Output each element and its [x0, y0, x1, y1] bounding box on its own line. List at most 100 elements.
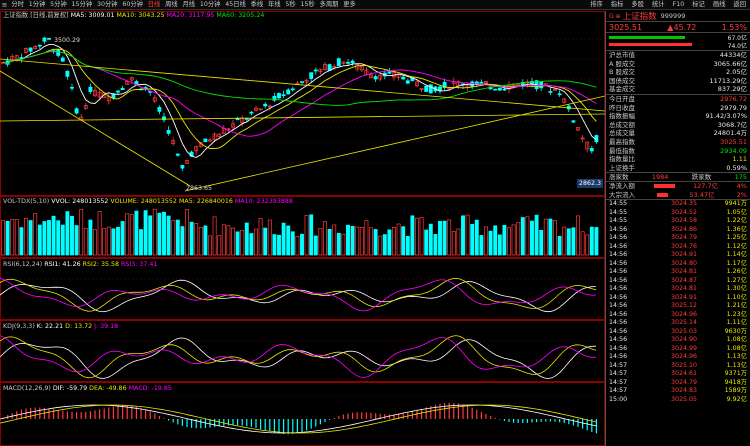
- fund-flows: 净流入额 127.7亿 4% 大宗流入 53.47亿 2%: [606, 180, 750, 200]
- period-tab-13[interactable]: 5秒: [285, 0, 296, 8]
- volume-bar: [415, 217, 419, 256]
- down-count: 175: [734, 173, 747, 182]
- tick-amount: 1.26亿: [726, 268, 747, 276]
- menu-item-6[interactable]: 画线: [712, 1, 726, 8]
- period-tab-15[interactable]: 多周期: [319, 0, 339, 8]
- quote-price-row: 3025.51 ▲45.72 1.53%: [606, 22, 750, 32]
- stat-value: 2979.79: [720, 103, 747, 112]
- period-tab-14[interactable]: 15秒: [300, 0, 315, 8]
- candle-body: [277, 93, 281, 99]
- menu-item-1[interactable]: 指标: [610, 1, 624, 8]
- period-tab-6[interactable]: 日线: [147, 0, 161, 8]
- menu-item-3[interactable]: 统计: [651, 1, 665, 8]
- volume-bar: [102, 228, 107, 256]
- stat-label: 沪总市值: [609, 51, 635, 59]
- candle-body: [79, 116, 84, 120]
- quote-panel: G ⊕ 上证指数 999999 3025.51 ▲45.72 1.53% 67.…: [605, 11, 750, 446]
- period-tab-10[interactable]: 45日线: [225, 0, 246, 8]
- volume-bar: [28, 220, 33, 256]
- period-tab-0[interactable]: 分时: [11, 0, 24, 8]
- volume-bar: [428, 223, 433, 256]
- flow-label: 大宗流入: [609, 190, 635, 199]
- flow-label: 净流入额: [609, 181, 635, 190]
- candle-body: [387, 71, 392, 74]
- tick-row: 14:56 3024.81 1.26亿: [606, 268, 750, 277]
- right-menu: 排序 指标 多股 统计 F10 标记 画线 返回: [586, 0, 750, 10]
- menu-item-0[interactable]: 排序: [590, 1, 603, 8]
- tick-amount: 1.25亿: [726, 234, 747, 242]
- tick-row: 14:56 3024.90 1.08亿: [606, 336, 750, 345]
- tick-time: 14:56: [609, 310, 628, 318]
- tick-time: 14:56: [609, 353, 628, 361]
- tick-row: 14:57 3024.79 9418万: [606, 379, 750, 388]
- volume-bar: [470, 223, 475, 256]
- period-tab-16[interactable]: 更多: [343, 0, 356, 8]
- rsi-legend: RSI(6,12,24) RSI1: 41.26 RSI2: 35.58 RSI…: [3, 260, 157, 269]
- kdj-title: KDJ(9,3,3): [3, 323, 35, 330]
- candle-body: [162, 116, 166, 121]
- volume-bar: [594, 227, 599, 256]
- tick-price: 3025.12: [670, 302, 697, 310]
- flow-pct: 4%: [736, 181, 747, 190]
- period-tab-3[interactable]: 15分钟: [71, 0, 93, 8]
- period-tab-9[interactable]: 10分钟: [199, 0, 221, 8]
- volume-bar: [70, 215, 74, 256]
- stats2-row: 指数量比 1.11: [606, 155, 750, 164]
- volume-bar: [493, 225, 498, 256]
- stat-value: 11713.29亿: [709, 76, 747, 85]
- quote-change-pct: 1.53%: [721, 22, 747, 32]
- stat-value: 3065.66亿: [713, 59, 747, 68]
- d-value: D: 13.72: [65, 323, 93, 330]
- candle-body: [231, 123, 235, 128]
- menu-icon[interactable]: ≡: [1, 0, 8, 9]
- candle-body: [336, 58, 341, 67]
- stats2-row: 总成交量 24801.4万: [606, 129, 750, 138]
- tick-amount: 9371万: [724, 370, 747, 378]
- menu-item-7[interactable]: 返回: [733, 1, 746, 8]
- tick-amount: 9630万: [724, 327, 747, 335]
- period-tab-2[interactable]: 5分钟: [50, 0, 67, 8]
- stat-value: 2934.09: [720, 146, 747, 155]
- menu-item-2[interactable]: 多股: [631, 1, 644, 8]
- tick-price: 3024.79: [670, 234, 697, 242]
- flow-row: 大宗流入 53.47亿 2%: [606, 191, 750, 200]
- candle-body: [24, 47, 28, 53]
- volume-bar: [139, 229, 143, 256]
- candle-body: [419, 88, 424, 90]
- menu-item-4[interactable]: F10: [672, 1, 685, 8]
- tick-time: 14:56: [609, 259, 628, 267]
- menu-item-5[interactable]: 标记: [692, 1, 705, 8]
- period-tab-7[interactable]: 周线: [165, 0, 178, 8]
- volume-bar: [534, 214, 539, 256]
- stats2-row: 昨日收盘 2979.79: [606, 104, 750, 113]
- vol-title: VOL-TDX(5,10): [3, 198, 50, 205]
- volume-bar: [562, 226, 567, 256]
- volume-bar: [65, 211, 70, 256]
- period-tab-4[interactable]: 30分钟: [96, 0, 118, 8]
- period-tab-12[interactable]: 年线: [268, 0, 281, 8]
- period-tab-5[interactable]: 60分钟: [122, 0, 143, 8]
- candle-body: [83, 105, 88, 109]
- tick-price: 3025.05: [670, 395, 697, 403]
- volume-bar: [580, 231, 585, 256]
- tick-amount: 1.08亿: [726, 336, 747, 344]
- chart-canvas[interactable]: [0, 11, 605, 446]
- volume-bar: [502, 224, 507, 256]
- period-tab-11[interactable]: 季线: [250, 0, 264, 8]
- kdj-line: [0, 337, 597, 379]
- rsi-line: [0, 277, 597, 312]
- tick-list[interactable]: 14:55 3024.35 9941万 14:55 3024.52 1.05亿 14:55 3…: [606, 199, 750, 404]
- tick-price: 3024.90: [670, 336, 697, 344]
- volume-bar: [175, 219, 180, 256]
- period-tab-8[interactable]: 月线: [182, 0, 196, 8]
- period-tab-1[interactable]: 1分钟: [28, 0, 46, 8]
- candle-body: [424, 85, 429, 92]
- tick-time: 14:57: [609, 370, 628, 378]
- updown-row: 涨家数 1984 跌家数 175: [606, 172, 750, 181]
- kline-chart-area[interactable]: 上证指数 [日线,前复权] MA5: 3009.01 MA10: 3043.25…: [0, 11, 629, 446]
- tick-price: 3025.10: [670, 361, 697, 369]
- bar2-label: 74.0亿: [727, 43, 747, 50]
- stat-value: 24801.4万: [713, 129, 747, 138]
- volume-bar: [566, 228, 571, 256]
- dif-value: DIF: -59.79: [52, 385, 88, 392]
